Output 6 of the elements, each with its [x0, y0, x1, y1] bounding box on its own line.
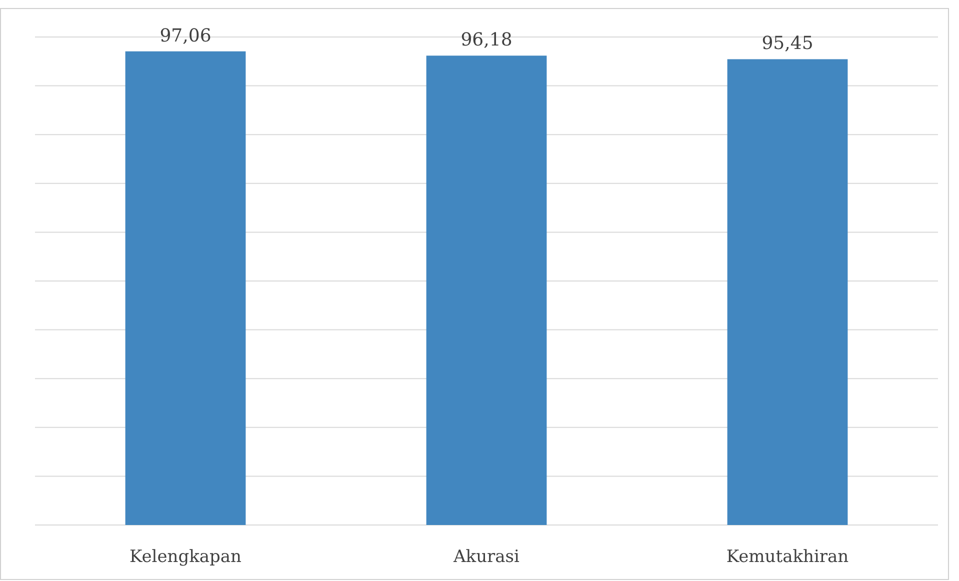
data-label: 96,18 [460, 30, 512, 51]
x-tick-label: Kelengkapan [129, 547, 242, 567]
data-label: 95,45 [762, 33, 814, 54]
x-tick-label: Akurasi [452, 547, 520, 567]
data-label: 97,06 [160, 25, 212, 46]
x-tick-label: Kemutakhiran [726, 547, 849, 567]
